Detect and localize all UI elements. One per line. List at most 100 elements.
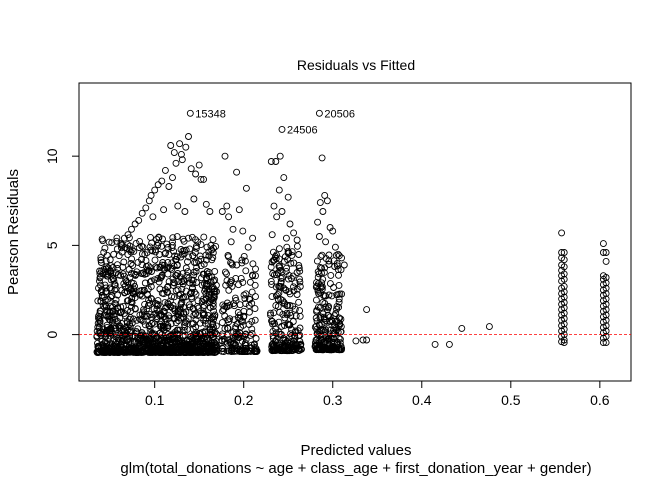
cluster-0-point <box>179 247 187 255</box>
data-point <box>275 186 283 194</box>
data-point <box>182 143 190 151</box>
cluster-3-point <box>314 330 322 338</box>
cluster-0-point <box>152 263 160 271</box>
cluster-0-point <box>113 237 121 245</box>
data-point <box>221 152 229 160</box>
column-3-point <box>602 284 610 292</box>
cluster-3-point <box>335 298 343 306</box>
cluster-0-point <box>96 307 104 315</box>
cluster-0-point <box>144 302 152 309</box>
cluster-1-point <box>238 259 246 267</box>
cluster-1-point <box>245 308 253 316</box>
cluster-0-point <box>93 333 101 341</box>
x-axis-subtitle: glm(total_donations ~ age + class_age + … <box>120 460 591 477</box>
cluster-0-point <box>124 279 132 287</box>
column-1-point <box>560 249 568 256</box>
cluster-3-point <box>322 303 329 311</box>
x-tick-label: 0.1 <box>145 392 165 408</box>
cluster-3-point <box>312 283 320 291</box>
cluster-0-point <box>119 263 127 271</box>
cluster-0-point <box>210 338 218 346</box>
cluster-0-point <box>192 330 200 338</box>
data-point <box>227 238 235 246</box>
cluster-0-point <box>125 266 133 273</box>
y-tick-label: 0 <box>44 330 60 338</box>
labeled-point-24506 <box>278 125 286 133</box>
cluster-3-point <box>333 302 341 310</box>
column-3-point <box>602 279 610 287</box>
cluster-2-point <box>279 310 287 318</box>
cluster-2-point <box>288 251 296 259</box>
cluster-2-point <box>288 248 296 256</box>
data-point <box>282 234 290 242</box>
annotation-layer: 15348 20506 24506 <box>195 108 355 136</box>
data-point <box>272 158 280 165</box>
data-point <box>331 243 339 251</box>
cluster-2-point <box>274 291 282 299</box>
cluster-2-point <box>284 247 292 255</box>
cluster-3-point <box>333 324 340 331</box>
cluster-0-point <box>101 338 109 346</box>
cluster-2-point <box>279 297 287 305</box>
column-3-point <box>602 322 610 330</box>
cluster-1-point <box>218 319 226 327</box>
cluster-0-point <box>179 270 187 278</box>
data-point <box>233 168 241 176</box>
cluster-0-point <box>117 309 124 317</box>
cluster-3-point <box>323 336 331 344</box>
cluster-3-point <box>326 326 334 334</box>
point-label-15348: 15348 <box>195 108 226 120</box>
data-point <box>334 250 342 258</box>
cluster-1-point <box>252 345 260 353</box>
cluster-0-point <box>96 270 104 278</box>
cluster-2-point <box>267 263 275 271</box>
cluster-0-point <box>178 348 186 355</box>
cluster-0-point <box>189 280 197 288</box>
cluster-3-point <box>318 251 326 259</box>
column-1-point <box>560 325 568 333</box>
cluster-0-point <box>98 286 106 294</box>
cluster-2-point <box>287 259 295 267</box>
cluster-1-point <box>236 301 244 309</box>
cluster-0-point <box>142 312 150 320</box>
cluster-3-point <box>333 305 341 313</box>
cluster-3-point <box>333 339 341 347</box>
cluster-0-point <box>100 339 108 347</box>
cluster-0-point <box>177 301 185 309</box>
data-point <box>223 202 231 210</box>
cluster-0-point <box>155 234 163 242</box>
cluster-1-point <box>246 278 254 286</box>
data-point <box>363 336 371 344</box>
cluster-0-point <box>206 347 214 355</box>
cluster-2-point <box>291 279 299 287</box>
cluster-2-point <box>272 283 280 291</box>
cluster-0-point <box>144 285 152 293</box>
cluster-0-point <box>97 281 104 289</box>
cluster-0-point <box>186 245 194 253</box>
cluster-0-point <box>103 302 110 310</box>
cluster-0-point <box>101 281 109 289</box>
cluster-0-point <box>152 248 159 256</box>
data-point <box>276 152 284 160</box>
cluster-2-point <box>296 338 304 345</box>
cluster-0-point <box>207 242 215 249</box>
cluster-0-point <box>108 239 116 247</box>
cluster-3-point <box>329 342 337 350</box>
data-point <box>161 166 169 174</box>
cluster-2-point <box>272 302 280 310</box>
data-point <box>359 336 367 344</box>
data-point <box>117 240 125 248</box>
data-point <box>138 209 146 217</box>
cluster-1-point <box>241 348 249 355</box>
data-point <box>329 227 337 235</box>
cluster-1-point <box>252 265 259 273</box>
cluster-2-point <box>267 309 274 317</box>
cluster-2-point <box>288 275 295 282</box>
cluster-2-point <box>296 278 304 286</box>
cluster-1-point <box>223 331 231 339</box>
cluster-3-point <box>321 318 329 326</box>
cluster-3-point <box>320 268 328 276</box>
cluster-0-point <box>122 341 130 349</box>
cluster-3-point <box>327 271 335 279</box>
cluster-2-point <box>270 271 278 279</box>
